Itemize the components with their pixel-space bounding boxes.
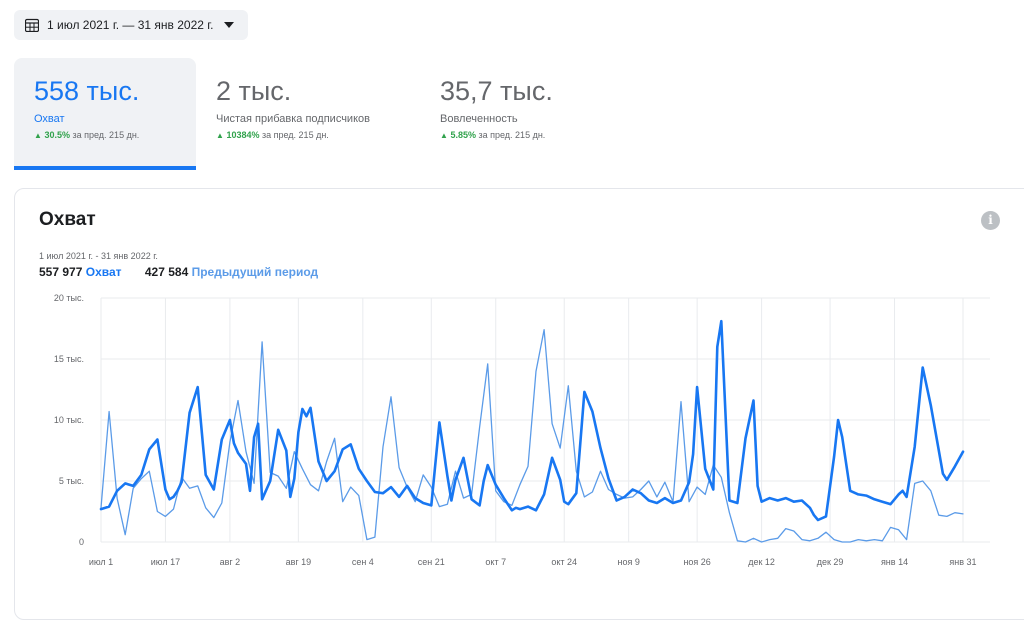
card-title: Охват <box>39 209 96 230</box>
series-line-previous-period <box>100 329 964 543</box>
metric-label: Чистая прибавка подписчиков <box>216 113 370 125</box>
series-line-reach <box>99 319 965 522</box>
triangle-up-icon: ▲ <box>34 131 42 140</box>
y-tick-label: 0 <box>79 537 84 547</box>
x-tick-label: июл 1 <box>89 557 113 567</box>
x-tick-label: сен 21 <box>418 557 445 567</box>
y-tick-label: 20 тыс. <box>54 293 84 303</box>
x-tick-label: дек 29 <box>817 557 844 567</box>
legend-total-previous: 427 584 <box>144 265 189 279</box>
metric-tab-reach[interactable]: 558 тыс. Охват ▲ 30.5% за пред. 215 дн. <box>14 58 196 170</box>
x-tick-label: июл 17 <box>151 557 180 567</box>
active-tab-indicator <box>14 166 196 170</box>
x-tick-label: ноя 26 <box>683 557 710 567</box>
caret-down-icon <box>223 22 234 28</box>
x-tick-label: ноя 9 <box>617 557 639 567</box>
card-date-range: 1 июл 2021 г. - 31 янв 2022 г. <box>39 251 158 261</box>
x-tick-label: окт 24 <box>551 557 577 567</box>
metric-label: Вовлеченность <box>440 113 518 125</box>
x-tick-label: янв 14 <box>881 557 908 567</box>
x-tick-label: авг 19 <box>286 557 312 567</box>
metric-tab-net-followers[interactable]: 2 тыс. Чистая прибавка подписчиков ▲ 103… <box>196 58 420 170</box>
metric-label: Охват <box>34 113 65 125</box>
metric-change: ▲ 5.85% за пред. 215 дн. <box>440 130 546 140</box>
metric-value: 2 тыс. <box>216 76 292 106</box>
x-tick-label: янв 31 <box>949 557 976 567</box>
triangle-up-icon: ▲ <box>440 131 448 140</box>
y-tick-label: 15 тыс. <box>54 354 84 364</box>
metric-value: 35,7 тыс. <box>440 76 553 106</box>
x-tick-label: окт 7 <box>485 557 506 567</box>
triangle-up-icon: ▲ <box>216 131 224 140</box>
x-tick-label: авг 2 <box>220 557 241 567</box>
y-tick-label: 10 тыс. <box>54 415 84 425</box>
metric-change: ▲ 30.5% за пред. 215 дн. <box>34 130 140 140</box>
legend-name-current[interactable]: Охват <box>85 265 122 279</box>
chart-legend: 557 977 Охват 427 584 Предыдущий период <box>39 265 318 279</box>
date-range-picker[interactable]: 1 июл 2021 г. — 31 янв 2022 г. <box>14 10 248 40</box>
y-tick-label: 5 тыс. <box>59 476 84 486</box>
calendar-icon <box>25 18 39 32</box>
metric-value: 558 тыс. <box>34 76 140 106</box>
reach-chart-card: Охват i 1 июл 2021 г. - 31 янв 2022 г. 5… <box>14 188 1024 620</box>
legend-total-current: 557 977 <box>39 265 83 279</box>
legend-name-previous[interactable]: Предыдущий период <box>191 265 319 279</box>
info-icon[interactable]: i <box>981 211 1000 230</box>
x-tick-label: дек 12 <box>748 557 775 567</box>
metric-tab-engagement[interactable]: 35,7 тыс. Вовлеченность ▲ 5.85% за пред.… <box>420 58 620 170</box>
date-range-label: 1 июл 2021 г. — 31 янв 2022 г. <box>47 18 214 32</box>
x-tick-label: сен 4 <box>352 557 374 567</box>
metric-change: ▲ 10384% за пред. 215 дн. <box>216 130 329 140</box>
